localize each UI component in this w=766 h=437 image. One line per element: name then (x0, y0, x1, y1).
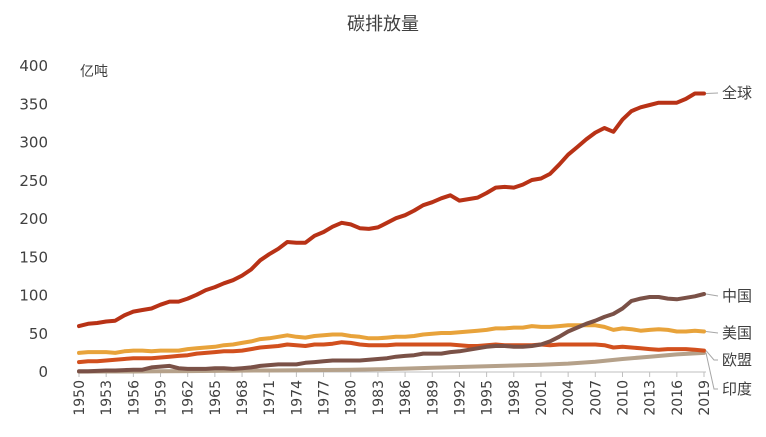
legend-label: 美国 (722, 324, 752, 342)
x-tick-label: 2016 (670, 380, 686, 416)
y-axis: 0 50 100 150 200 250 300 350 400 (19, 57, 48, 381)
y-tick-label: 0 (38, 363, 48, 381)
x-tick-label: 2004 (561, 380, 577, 416)
series-line-0 (77, 91, 706, 329)
y-tick-label: 400 (19, 57, 48, 75)
x-tick-label: 1986 (398, 380, 414, 416)
x-tick-label: 1974 (289, 380, 305, 416)
x-tick-label: 1998 (507, 380, 523, 416)
x-tick-label: 2013 (643, 380, 659, 416)
x-tick-label: 1992 (452, 380, 468, 416)
legend-label: 欧盟 (722, 351, 752, 369)
legend-label: 印度 (722, 380, 752, 398)
x-tick-label: 2019 (697, 380, 713, 416)
legend-leader-line (705, 293, 719, 297)
x-tick-label: 1953 (99, 380, 115, 416)
legend-leader-line (705, 352, 718, 390)
legend-leader-line (705, 330, 719, 334)
x-tick-label: 1965 (208, 380, 224, 416)
y-tick-label: 250 (19, 172, 48, 190)
x-tick-label: 1995 (480, 380, 496, 416)
x-tick-label: 1950 (72, 380, 88, 416)
x-tick-label: 2007 (588, 380, 604, 416)
unit-label: 亿吨 (80, 64, 108, 80)
legend-label: 全球 (722, 84, 752, 102)
x-tick-label: 1971 (262, 380, 278, 416)
x-tick-label: 1968 (235, 380, 251, 416)
y-tick-label: 350 (19, 95, 48, 113)
y-tick-label: 50 (29, 325, 48, 343)
legend-leader-line (705, 92, 719, 95)
y-tick-label: 150 (19, 248, 48, 266)
x-tick-label: 1980 (344, 380, 360, 416)
x-tick-label: 1956 (126, 380, 142, 416)
x-tick-label: 1977 (317, 380, 333, 416)
legend-label: 中国 (722, 287, 752, 305)
y-tick-label: 300 (19, 134, 48, 152)
y-tick-label: 200 (19, 210, 48, 228)
x-tick-label: 1989 (425, 380, 441, 416)
plot-area (77, 91, 706, 374)
series-line-1 (77, 292, 706, 374)
x-tick-label: 1959 (154, 380, 170, 416)
series-line-4 (77, 350, 706, 374)
series-line-2 (77, 323, 706, 355)
x-tick-label: 1962 (181, 380, 197, 416)
x-tick-label: 2001 (534, 380, 550, 416)
y-tick-label: 100 (19, 287, 48, 305)
series-line-3 (77, 340, 706, 365)
x-tick-label: 2010 (615, 380, 631, 416)
chart-title: 碳排放量 (347, 14, 419, 35)
x-axis: 1950 1953 1956 1959 1962 1965 1968 1971 1974 1977… (72, 372, 713, 416)
x-tick-label: 1983 (371, 380, 387, 416)
legend-leader-line (705, 350, 718, 361)
